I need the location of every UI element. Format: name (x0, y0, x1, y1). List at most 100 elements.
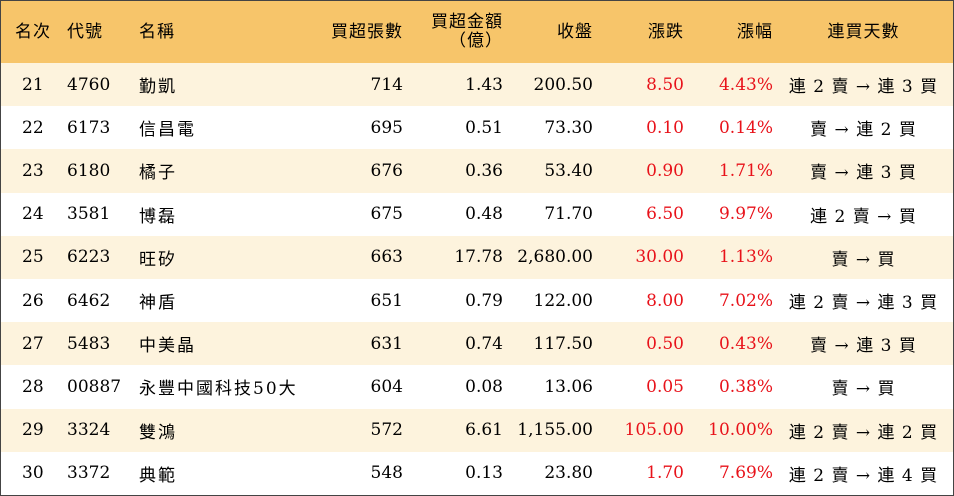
cell-streak: 賣 → 連 3 買 (810, 336, 917, 357)
cell-streak: 賣 → 連 3 買 (810, 163, 917, 184)
cell-code: 4760 (67, 74, 111, 95)
cell-code: 3372 (67, 463, 111, 484)
table-row: 21 4760 勤凱 714 1.43 200.50 8.50 4.43% 連 2 賣 → 連 … (1, 63, 953, 107)
cell-rank: 22 (22, 117, 44, 138)
cell-amount: 0.79 (465, 290, 503, 311)
table-row: 25 6223 旺矽 663 17.78 2,680.00 30.00 1.13% 賣 → 買 (1, 235, 953, 279)
header-lots: 買超張數 (331, 21, 403, 42)
table-body: 21 4760 勤凱 714 1.43 200.50 8.50 4.43% 連 2 賣 → 連 … (1, 63, 953, 495)
cell-name: 信昌電 (139, 120, 196, 141)
cell-lots: 651 (370, 290, 403, 311)
cell-change-pct: 4.43% (718, 74, 773, 95)
cell-rank: 30 (22, 463, 44, 484)
cell-streak: 連 2 賣 → 買 (810, 206, 917, 227)
cell-lots: 695 (370, 117, 403, 138)
cell-streak: 賣 → 買 (831, 379, 896, 400)
cell-rank: 24 (22, 204, 44, 225)
table-row: 24 3581 博磊 675 0.48 71.70 6.50 9.97% 連 2 賣 → 買 (1, 192, 953, 236)
cell-amount: 0.48 (465, 204, 503, 225)
cell-code: 6173 (67, 117, 111, 138)
cell-lots: 548 (370, 463, 403, 484)
cell-code: 6180 (67, 160, 111, 181)
cell-change: 6.50 (646, 204, 684, 225)
cell-streak: 賣 → 連 2 買 (810, 120, 917, 141)
cell-streak: 賣 → 買 (831, 249, 896, 270)
cell-close: 122.00 (533, 290, 593, 311)
cell-lots: 572 (370, 420, 403, 441)
header-close: 收盤 (557, 21, 593, 42)
cell-change-pct: 0.38% (718, 376, 773, 397)
cell-close: 200.50 (533, 74, 593, 95)
cell-code: 3324 (67, 420, 111, 441)
table-row: 23 6180 橘子 676 0.36 53.40 0.90 1.71% 賣 → 連 3 買 (1, 149, 953, 193)
cell-code: 5483 (67, 333, 111, 354)
cell-lots: 714 (370, 74, 403, 95)
cell-change-pct: 7.02% (718, 290, 773, 311)
cell-change: 1.70 (646, 463, 684, 484)
table-row: 30 3372 典範 548 0.13 23.80 1.70 7.69% 連 2 賣 → 連 4… (1, 451, 953, 495)
cell-close: 2,680.00 (517, 247, 593, 268)
header-change: 漲跌 (648, 21, 684, 42)
cell-change-pct: 1.13% (718, 247, 773, 268)
cell-change: 0.90 (646, 160, 684, 181)
cell-lots: 604 (370, 376, 403, 397)
cell-change-pct: 10.00% (708, 420, 773, 441)
cell-close: 117.50 (533, 333, 593, 354)
cell-rank: 23 (22, 160, 44, 181)
table-header-row: 名次 代號 名稱 買超張數 買超金額 （億） 收盤 漲跌 漲幅 連買天數 (1, 1, 953, 63)
cell-lots: 631 (370, 333, 403, 354)
header-amount: 買超金額 （億） (404, 1, 504, 63)
cell-rank: 26 (22, 290, 44, 311)
cell-amount: 0.74 (465, 333, 503, 354)
table-row: 27 5483 中美晶 631 0.74 117.50 0.50 0.43% 賣 → 連 3 買 (1, 322, 953, 366)
header-rank: 名次 (15, 21, 51, 42)
cell-name: 勤凱 (139, 77, 177, 98)
table-row: 29 3324 雙鴻 572 6.61 1,155.00 105.00 10.00% 連 2 賣… (1, 408, 953, 452)
table-row: 22 6173 信昌電 695 0.51 73.30 0.10 0.14% 賣 → 連 2 買 (1, 106, 953, 150)
cell-code: 6462 (67, 290, 111, 311)
cell-close: 73.30 (544, 117, 593, 138)
cell-amount: 1.43 (465, 74, 503, 95)
table-row: 26 6462 神盾 651 0.79 122.00 8.00 7.02% 連 2 賣 → 連 … (1, 278, 953, 323)
cell-rank: 29 (22, 420, 44, 441)
cell-change: 8.00 (646, 290, 684, 311)
cell-name: 橘子 (139, 163, 177, 184)
cell-rank: 21 (22, 74, 44, 95)
header-change-pct: 漲幅 (737, 21, 773, 42)
cell-change: 0.05 (646, 376, 684, 397)
cell-amount: 17.78 (454, 247, 503, 268)
cell-amount: 0.36 (465, 160, 503, 181)
cell-lots: 675 (370, 204, 403, 225)
cell-close: 23.80 (544, 463, 593, 484)
table-row: 28 00887 永豐中國科技50大 604 0.08 13.06 0.05 0.38% 賣 →… (1, 365, 953, 409)
cell-change-pct: 0.14% (718, 117, 773, 138)
cell-name: 永豐中國科技50大 (139, 379, 298, 400)
header-amount-line2: （億） (449, 31, 503, 51)
cell-change-pct: 0.43% (718, 333, 773, 354)
cell-name: 博磊 (139, 206, 177, 227)
cell-change: 0.50 (646, 333, 684, 354)
cell-streak: 連 2 賣 → 連 3 買 (788, 293, 939, 314)
cell-rank: 28 (22, 376, 44, 397)
header-code: 代號 (67, 21, 103, 42)
header-name: 名稱 (139, 21, 175, 42)
cell-amount: 0.51 (465, 117, 503, 138)
cell-rank: 27 (22, 333, 44, 354)
cell-change: 0.10 (646, 117, 684, 138)
cell-amount: 0.13 (465, 463, 503, 484)
cell-change-pct: 1.71% (718, 160, 773, 181)
cell-name: 典範 (139, 465, 177, 486)
cell-close: 13.06 (544, 376, 593, 397)
cell-name: 旺矽 (139, 249, 177, 270)
header-streak: 連買天數 (827, 21, 900, 42)
cell-close: 71.70 (544, 204, 593, 225)
cell-streak: 連 2 賣 → 連 2 買 (788, 422, 939, 443)
cell-code: 3581 (67, 204, 111, 225)
cell-lots: 663 (370, 247, 403, 268)
cell-change: 30.00 (635, 247, 684, 268)
cell-rank: 25 (22, 247, 44, 268)
cell-change: 105.00 (624, 420, 684, 441)
cell-amount: 6.61 (465, 420, 503, 441)
